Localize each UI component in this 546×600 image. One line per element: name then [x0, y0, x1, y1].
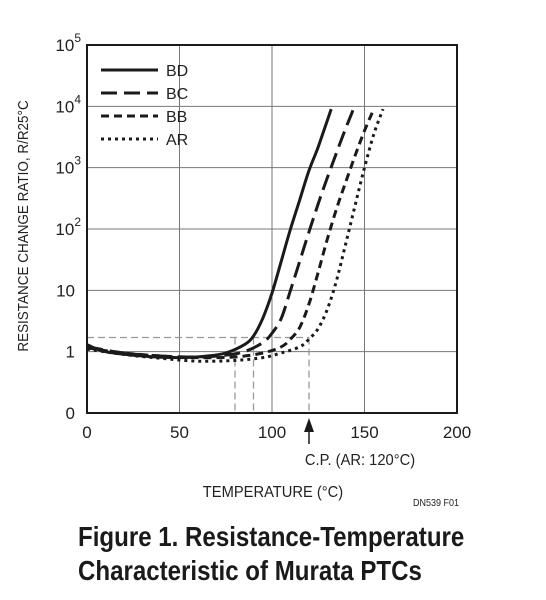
- y-tick-label: 10: [56, 281, 75, 300]
- legend-label-ar: AR: [166, 132, 188, 149]
- y-tick-label: 104: [55, 92, 81, 116]
- y-axis-label: RESISTANCE CHANGE RATIO, R/R25°C: [15, 100, 32, 351]
- figure-caption: Figure 1. Resistance-Temperature Charact…: [78, 520, 474, 588]
- series-line-ar: [86, 108, 385, 363]
- x-tick-label: 200: [443, 423, 471, 442]
- caption-line-2: Characteristic of Murata PTCs: [78, 555, 422, 586]
- y-tick-base: 10: [55, 36, 74, 55]
- cp-annotation-label: C.P. (AR: 120°C): [305, 451, 415, 469]
- y-tick-base: 10: [55, 97, 74, 116]
- series-line-bb: [86, 108, 376, 360]
- caption-line-1: Figure 1. Resistance-Temperature: [78, 521, 465, 552]
- plot-frame: [86, 44, 458, 414]
- plot-border: [86, 44, 458, 414]
- y-tick-exponent: 5: [74, 31, 81, 45]
- x-tick-label: 100: [258, 423, 286, 442]
- legend-label-bd: BD: [166, 63, 188, 80]
- y-tick-label: 102: [55, 215, 81, 239]
- x-tick-labels: 0 50 100 150 200: [82, 423, 471, 442]
- legend-label-bc: BC: [166, 86, 188, 103]
- x-tick-label: 150: [350, 423, 378, 442]
- chart-series: [86, 108, 385, 363]
- x-axis-label: TEMPERATURE (°C): [203, 483, 343, 501]
- y-tick-label: 1: [66, 343, 75, 362]
- y-tick-label: 103: [55, 154, 81, 178]
- x-tick-label: 50: [170, 423, 189, 442]
- series-line-bd: [86, 108, 333, 360]
- chart-legend: BD BC BB AR: [101, 63, 188, 149]
- y-tick-base: 10: [55, 159, 74, 178]
- legend-label-bb: BB: [166, 109, 187, 126]
- x-tick-label: 0: [82, 423, 91, 442]
- y-tick-exponent: 4: [74, 92, 81, 106]
- series-line-bc: [86, 108, 355, 359]
- chart-grid: [87, 45, 457, 413]
- reference-lines: [87, 336, 310, 413]
- cp-arrow-head: [304, 418, 314, 432]
- y-tick-base: 10: [55, 220, 74, 239]
- figure-code: DN539 F01: [413, 498, 459, 510]
- y-tick-label: 105: [55, 31, 81, 55]
- cp-arrow: [304, 418, 314, 444]
- y-tick-exponent: 3: [74, 154, 81, 168]
- y-tick-exponent: 2: [74, 215, 81, 229]
- y-tick-label: 0: [66, 404, 75, 423]
